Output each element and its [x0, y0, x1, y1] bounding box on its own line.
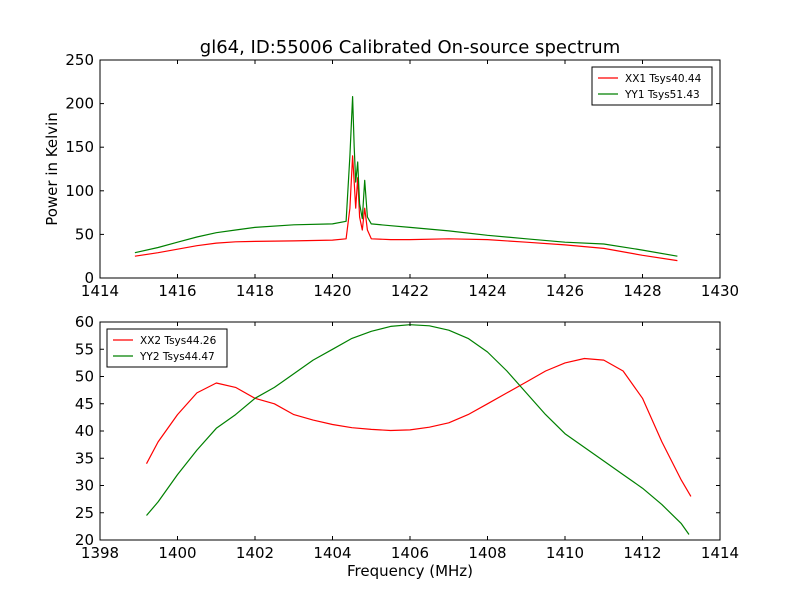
legend-label-2: YY2 Tsys44.47: [139, 351, 215, 363]
x-tick-label: 1412: [623, 544, 661, 562]
y-tick-label: 20: [75, 531, 94, 549]
y-tick-label: 50: [75, 225, 94, 243]
x-tick-label: 1408: [468, 544, 506, 562]
y-tick-label: 35: [75, 449, 94, 467]
y-tick-label: 0: [84, 269, 94, 287]
legend-label-2: YY1 Tsys51.43: [624, 89, 700, 101]
y-tick-label: 55: [75, 340, 94, 358]
y-tick-label: 250: [65, 51, 94, 69]
y-tick-label: 45: [75, 395, 94, 413]
series-line-1: [145, 357, 692, 497]
legend-box: [591, 66, 713, 106]
x-tick-label: 1422: [391, 282, 429, 300]
x-tick-label: 1424: [468, 282, 506, 300]
x-tick-label: 1420: [313, 282, 351, 300]
series-line-2: [146, 324, 690, 535]
x-tick-label: 1398: [81, 544, 119, 562]
series-line-1: [134, 155, 678, 262]
top-panel: 1414 1416 1418 1420 1422 1424 1426 1428 1430 0 50 1…: [43, 51, 739, 300]
x-tick-label: 1400: [158, 544, 196, 562]
x-tick-label: 1416: [158, 282, 196, 300]
y-tick-label: 30: [75, 477, 94, 495]
y-tick-label: 200: [65, 95, 94, 113]
x-axis-label: Frequency (MHz): [347, 562, 473, 580]
x-tick-label: 1430: [701, 282, 739, 300]
legend: XX1 Tsys40.44 YY1 Tsys51.43: [591, 66, 713, 106]
y-tick-label: 40: [75, 422, 94, 440]
x-tick-label: 1402: [236, 544, 274, 562]
y-tick-label: 60: [75, 313, 94, 331]
figure-title: gl64, ID:55006 Calibrated On-source spec…: [200, 37, 620, 58]
legend-box: [106, 328, 228, 368]
x-tick-label: 1418: [236, 282, 274, 300]
x-tick-label: 1426: [546, 282, 584, 300]
y-tick-label: 100: [65, 182, 94, 200]
legend-label-1: XX2 Tsys44.26: [140, 335, 217, 347]
x-tick-label: 1410: [546, 544, 584, 562]
x-tick-label: 1404: [313, 544, 351, 562]
x-tick-label: 1406: [391, 544, 429, 562]
x-tick-label: 1428: [623, 282, 661, 300]
y-axis-label: Power in Kelvin: [43, 112, 61, 226]
y-tick-label: 150: [65, 138, 94, 156]
legend: XX2 Tsys44.26 YY2 Tsys44.47: [106, 328, 228, 368]
x-tick-label: 1414: [81, 282, 119, 300]
y-tick-label: 50: [75, 368, 94, 386]
legend-label-1: XX1 Tsys40.44: [625, 73, 702, 85]
series-line-2: [134, 96, 678, 257]
y-tick-label: 25: [75, 504, 94, 522]
bottom-panel: 1398 1400 1402 1404 1406 1408 1410 1412 1414 20 25…: [75, 313, 739, 580]
x-tick-label: 1414: [701, 544, 739, 562]
